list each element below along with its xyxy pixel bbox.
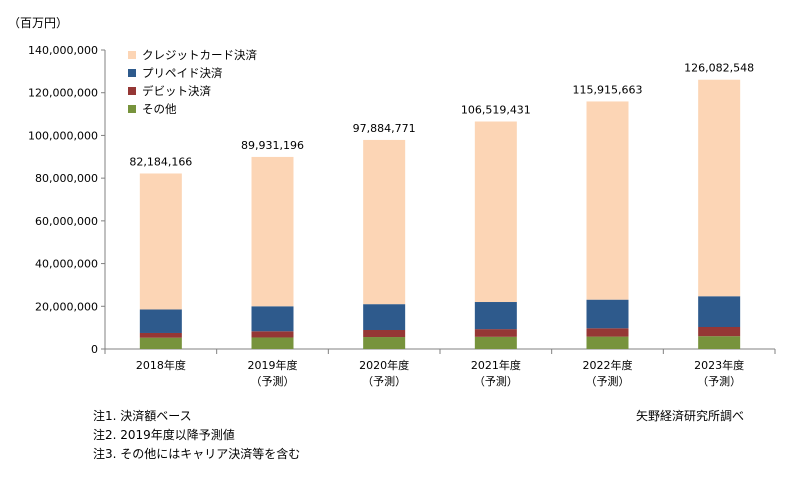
y-tick-label: 100,000,000	[28, 129, 98, 142]
note-1: 注1. 決済額ベース	[93, 409, 192, 423]
unit-label: （百万円）	[8, 16, 69, 30]
y-tick-label: 20,000,000	[35, 300, 98, 313]
legend-item-credit: クレジットカード決済	[128, 46, 257, 64]
bar-total-label: 126,082,548	[684, 62, 754, 75]
bar-segment	[251, 331, 294, 338]
note-3: 注3. その他にはキャリア決済等を含む	[93, 447, 301, 461]
bar-segment	[139, 337, 182, 349]
bar-segment	[363, 337, 406, 349]
bar-segment	[698, 79, 741, 297]
bar-segment	[586, 299, 629, 329]
x-category-sublabel: （予測）	[362, 374, 406, 388]
legend-label-debit: デビット決済	[142, 84, 211, 98]
x-category-label: 2019年度	[248, 358, 298, 372]
bar-total-label: 97,884,771	[353, 122, 416, 135]
source-credit: 矢野経済研究所調べ	[636, 409, 745, 423]
x-category-label: 2021年度	[471, 358, 521, 372]
x-category-label: 2018年度	[136, 358, 186, 372]
y-tick-label: 140,000,000	[28, 44, 98, 57]
bar-segment	[586, 101, 629, 300]
bar-total-label: 115,915,663	[573, 83, 643, 96]
bar-segment	[139, 309, 182, 333]
x-category-label: 2022年度	[583, 358, 633, 372]
y-tick-label: 60,000,000	[35, 215, 98, 228]
legend-item-prepaid: プリペイド決済	[128, 64, 257, 82]
bar-segment	[586, 336, 629, 349]
bar-segment	[251, 306, 294, 332]
legend-label-other: その他	[142, 102, 177, 116]
bar-total-label: 82,184,166	[129, 155, 192, 168]
bar-segment	[474, 329, 517, 337]
legend-item-debit: デビット決済	[128, 82, 257, 100]
bar-segment	[586, 328, 629, 337]
legend-label-prepaid: プリペイド決済	[142, 66, 223, 80]
bar-segment	[474, 336, 517, 349]
x-category-sublabel: （予測）	[697, 374, 741, 388]
bar-segment	[698, 336, 741, 349]
y-tick-label: 0	[91, 343, 98, 356]
y-tick-label: 80,000,000	[35, 172, 98, 185]
bar-segment	[251, 337, 294, 349]
bar-segment	[251, 156, 294, 307]
legend-label-credit: クレジットカード決済	[142, 48, 257, 62]
bar-segment	[139, 173, 182, 310]
y-tick-label: 120,000,000	[28, 87, 98, 100]
bar-segment	[474, 302, 517, 330]
x-category-sublabel: （予測）	[474, 374, 518, 388]
y-tick-label: 40,000,000	[35, 258, 98, 271]
bar-segment	[363, 304, 406, 330]
x-category-label: 2023年度	[694, 358, 744, 372]
bar-total-label: 106,519,431	[461, 104, 531, 117]
x-category-sublabel: （予測）	[251, 374, 295, 388]
legend-swatch-debit	[128, 87, 136, 95]
bar-segment	[363, 329, 406, 338]
bar-segment	[139, 332, 182, 338]
note-2: 注2. 2019年度以降予測値	[93, 428, 235, 442]
bar-segment	[698, 327, 741, 337]
bar-total-label: 89,931,196	[241, 139, 304, 152]
x-category-sublabel: （予測）	[586, 374, 630, 388]
x-category-label: 2020年度	[359, 358, 409, 372]
notes: 注1. 決済額ベース 注2. 2019年度以降予測値 注3. その他にはキャリア…	[93, 407, 300, 464]
bar-segment	[698, 296, 741, 328]
legend-item-other: その他	[128, 100, 257, 118]
bar-segment	[474, 121, 517, 303]
legend-swatch-credit	[128, 51, 136, 59]
chart-legend: クレジットカード決済 プリペイド決済 デビット決済 その他	[128, 46, 257, 118]
bar-segment	[363, 139, 406, 305]
stacked-bar-chart: 0 20,000,000 40,000,000 60,000,000 80,000,00…	[28, 44, 776, 388]
legend-swatch-other	[128, 105, 136, 113]
legend-swatch-prepaid	[128, 69, 136, 77]
